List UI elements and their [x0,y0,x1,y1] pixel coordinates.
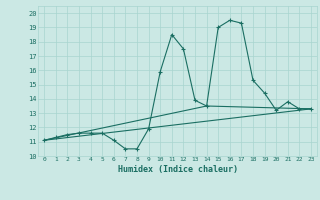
X-axis label: Humidex (Indice chaleur): Humidex (Indice chaleur) [118,165,238,174]
